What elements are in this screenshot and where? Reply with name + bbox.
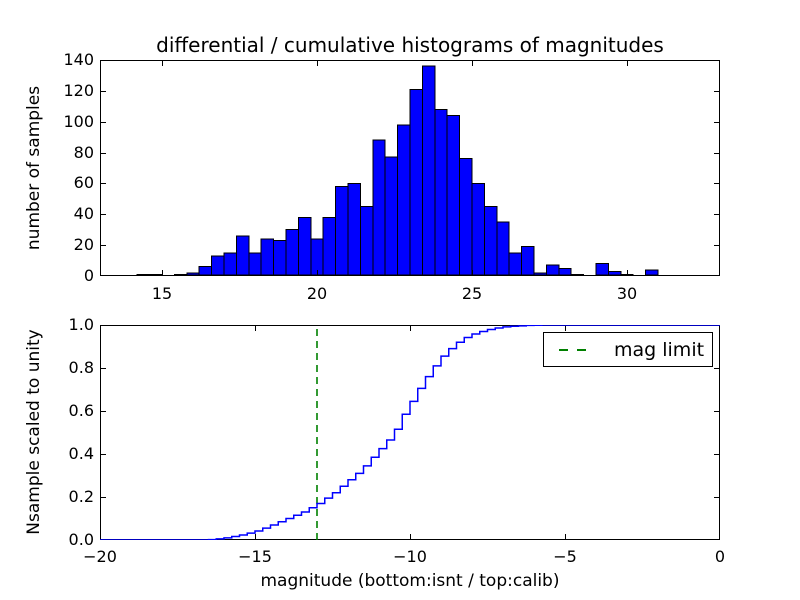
x-axis-label: magnitude (bottom:isnt / top:calib) — [260, 571, 560, 591]
top-ytick-label: 0 — [83, 266, 94, 285]
bottom-ytick-label: 0.0 — [68, 530, 94, 549]
top-xtick-label: 25 — [461, 284, 483, 303]
bottom-ytick-label: 0.2 — [68, 487, 94, 506]
bottom-ytick-label: 1.0 — [68, 315, 94, 334]
top-xtick-label: 20 — [306, 284, 328, 303]
bottom-xtick-label: −5 — [553, 547, 577, 566]
top-ytick-label: 20 — [73, 235, 94, 255]
top-xtick-label: 15 — [151, 284, 173, 303]
top-ytick-label: 60 — [73, 173, 94, 193]
top-ytick-label: 40 — [73, 204, 94, 224]
top-ytick-label: 120 — [63, 80, 94, 100]
legend-label: mag limit — [614, 338, 705, 361]
bottom-xtick-label: 0 — [714, 547, 726, 566]
differential-histogram-plot — [100, 60, 720, 276]
bottom-ytick-label: 0.4 — [68, 444, 94, 463]
bottom-ytick-label: 0.6 — [68, 401, 94, 420]
legend-box: mag limit — [543, 332, 713, 367]
top-ytick-label: 100 — [63, 111, 94, 131]
figure-title: differential / cumulative histograms of … — [156, 33, 664, 57]
mag-limit-line-sample — [559, 348, 595, 351]
bottom-ytick-label: 0.8 — [68, 358, 94, 377]
top-ytick-label: 140 — [63, 50, 94, 69]
top-ytick-label: 80 — [73, 142, 94, 162]
bottom-xtick-label: −20 — [83, 547, 117, 566]
cumulative-histogram-plot — [100, 325, 720, 540]
bottom-xtick-label: −15 — [238, 547, 272, 566]
bottom-xtick-label: −10 — [393, 547, 427, 566]
top-xtick-label: 30 — [616, 284, 638, 303]
top-y-axis-label: number of samples — [24, 85, 44, 251]
